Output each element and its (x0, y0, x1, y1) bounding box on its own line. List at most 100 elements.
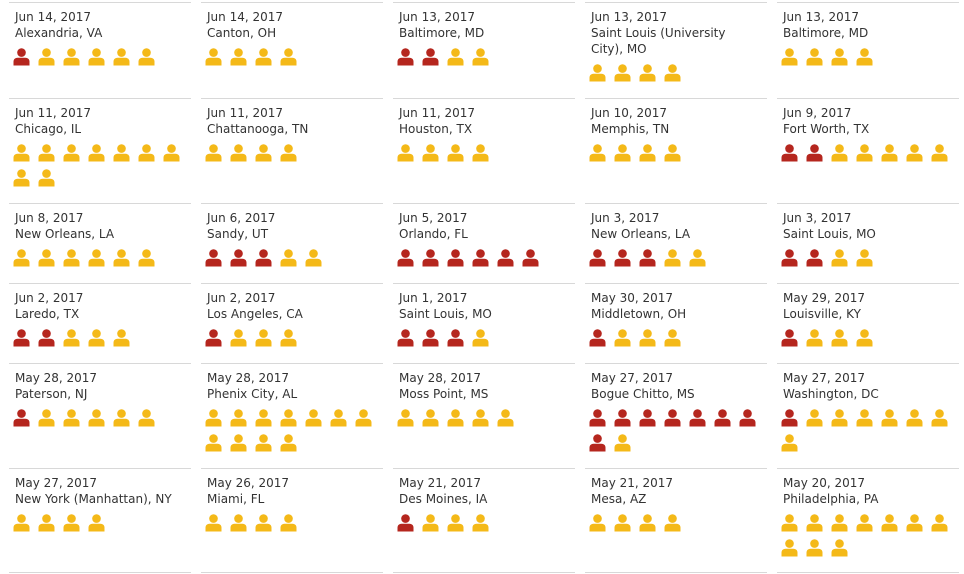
incident-card: Jun 6, 2017 Sandy, UT (201, 203, 383, 283)
person-icon-injured (831, 48, 848, 66)
person-icon-injured (664, 144, 681, 162)
victim-icons (13, 48, 189, 73)
incident-date: Jun 14, 2017 (207, 10, 284, 24)
person-icon-killed (422, 329, 439, 347)
person-icon-injured (230, 434, 247, 452)
person-icon-injured (472, 48, 489, 66)
incident-date: Jun 6, 2017 (207, 211, 276, 225)
victim-icons (589, 249, 765, 274)
incident-card: May 30, 2017 Middletown, OH (585, 283, 767, 363)
incident-date: Jun 3, 2017 (591, 211, 660, 225)
person-icon-killed (639, 249, 656, 267)
person-icon-injured (422, 409, 439, 427)
incident-card: Jun 5, 2017 Orlando, FL (393, 203, 575, 283)
person-icon-injured (856, 144, 873, 162)
incident-location: Los Angeles, CA (207, 307, 303, 321)
person-icon-injured (230, 409, 247, 427)
person-icon-injured (138, 48, 155, 66)
victim-icons (781, 249, 957, 274)
person-icon-injured (38, 144, 55, 162)
person-icon-injured (230, 48, 247, 66)
incident-card: Jun 1, 2017 Saint Louis, MO (393, 283, 575, 363)
divider (201, 572, 383, 573)
person-icon-injured (931, 409, 948, 427)
person-icon-injured (856, 48, 873, 66)
incident-location: Laredo, TX (15, 307, 80, 321)
person-icon-injured (205, 144, 222, 162)
person-icon-killed (447, 329, 464, 347)
victim-icons (205, 249, 381, 274)
incident-location: Louisville, KY (783, 307, 861, 321)
person-icon-injured (305, 409, 322, 427)
incident-date: Jun 2, 2017 (15, 291, 84, 305)
person-icon-injured (781, 539, 798, 557)
incident-card: Jun 13, 2017 Baltimore, MD (393, 2, 575, 98)
person-icon-killed (38, 329, 55, 347)
person-icon-injured (230, 514, 247, 532)
victim-icons (589, 329, 765, 354)
incident-card: Jun 13, 2017 Saint Louis (University City… (585, 2, 767, 98)
incident-date: Jun 11, 2017 (399, 106, 476, 120)
person-icon-injured (664, 249, 681, 267)
person-icon-injured (113, 48, 130, 66)
person-icon-injured (639, 64, 656, 82)
person-icon-injured (472, 409, 489, 427)
incident-date: May 21, 2017 (399, 476, 482, 490)
person-icon-injured (831, 144, 848, 162)
incident-card: Jun 11, 2017 Houston, TX (393, 98, 575, 203)
person-icon-injured (138, 249, 155, 267)
person-icon-injured (255, 434, 272, 452)
victim-icons (589, 514, 765, 539)
person-icon-injured (781, 514, 798, 532)
person-icon-injured (472, 144, 489, 162)
incident-location: Middletown, OH (591, 307, 687, 321)
person-icon-injured (205, 409, 222, 427)
person-icon-injured (113, 144, 130, 162)
person-icon-killed (472, 249, 489, 267)
incident-location: Baltimore, MD (399, 26, 485, 40)
incident-location: Philadelphia, PA (783, 492, 879, 506)
incident-card: May 27, 2017 Bogue Chitto, MS (585, 363, 767, 468)
person-icon-killed (781, 329, 798, 347)
person-icon-injured (639, 144, 656, 162)
victim-icons (13, 514, 189, 539)
person-icon-injured (614, 514, 631, 532)
person-icon-injured (205, 514, 222, 532)
person-icon-injured (831, 539, 848, 557)
person-icon-injured (230, 329, 247, 347)
person-icon-injured (255, 514, 272, 532)
divider (9, 572, 191, 573)
person-icon-injured (639, 514, 656, 532)
incident-date: May 28, 2017 (399, 371, 482, 385)
person-icon-injured (88, 409, 105, 427)
person-icon-injured (589, 64, 606, 82)
incident-location: Canton, OH (207, 26, 277, 40)
incident-date: May 27, 2017 (591, 371, 674, 385)
person-icon-injured (614, 64, 631, 82)
person-icon-killed (447, 249, 464, 267)
person-icon-injured (422, 144, 439, 162)
person-icon-injured (63, 48, 80, 66)
person-icon-injured (806, 409, 823, 427)
person-icon-injured (447, 514, 464, 532)
person-icon-injured (280, 48, 297, 66)
victim-icons (13, 249, 189, 274)
incident-date: Jun 11, 2017 (15, 106, 92, 120)
person-icon-killed (13, 329, 30, 347)
person-icon-killed (397, 514, 414, 532)
person-icon-injured (113, 409, 130, 427)
incident-location: Saint Louis (University City), MO (591, 26, 726, 56)
incident-date: Jun 2, 2017 (207, 291, 276, 305)
person-icon-injured (280, 249, 297, 267)
incident-location: Orlando, FL (399, 227, 468, 241)
incident-location: Saint Louis, MO (783, 227, 876, 241)
person-icon-injured (38, 249, 55, 267)
person-icon-injured (13, 514, 30, 532)
incident-location: Chattanooga, TN (207, 122, 309, 136)
incident-date: May 28, 2017 (15, 371, 98, 385)
person-icon-injured (305, 249, 322, 267)
person-icon-injured (614, 434, 631, 452)
person-icon-injured (856, 329, 873, 347)
incident-card: Jun 10, 2017 Memphis, TN (585, 98, 767, 203)
person-icon-injured (397, 409, 414, 427)
